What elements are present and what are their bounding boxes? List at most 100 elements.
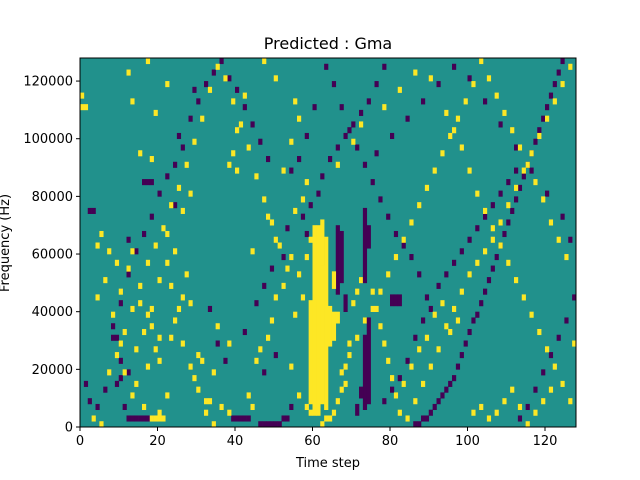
heatmap-cell-high	[246, 392, 251, 399]
heatmap-cell-low	[235, 415, 240, 422]
heatmap-cell-low	[242, 104, 247, 111]
heatmap-cell-high	[176, 184, 182, 191]
heatmap-cell-low	[548, 92, 554, 99]
heatmap-cell-high	[304, 254, 309, 261]
heatmap-cell-low	[355, 144, 360, 151]
heatmap-cell-high	[428, 363, 433, 370]
heatmap-cell-low	[300, 213, 306, 220]
heatmap-cell-low	[87, 207, 92, 214]
heatmap-cell-high	[467, 271, 472, 278]
heatmap-cell-high	[180, 294, 185, 301]
heatmap-cell-low	[149, 213, 154, 220]
heatmap-cell-high	[393, 392, 399, 399]
heatmap-cell-high	[223, 75, 228, 82]
y-axis-label: Frequency (Hz)	[0, 194, 13, 292]
heatmap-run-low	[397, 294, 402, 307]
y-tick-label: 40000	[32, 305, 73, 320]
heatmap-cell-high	[161, 225, 166, 232]
heatmap-cell-high	[134, 380, 139, 387]
heatmap-cell-high	[436, 346, 441, 353]
y-tick-label: 120000	[23, 75, 73, 90]
heatmap-cell-low	[242, 328, 247, 336]
heatmap-cell-low	[91, 207, 96, 214]
heatmap-cell-high	[448, 328, 453, 336]
heatmap-cell-low	[134, 415, 139, 422]
heatmap-cell-high	[444, 323, 449, 330]
heatmap-cell-high	[339, 386, 344, 393]
heatmap-cell-high	[188, 363, 193, 370]
heatmap-cell-high	[502, 109, 507, 116]
heatmap-cell-low	[219, 58, 224, 65]
heatmap-cell-high	[386, 357, 391, 364]
heatmap-cell-high	[455, 115, 461, 122]
heatmap-cell-low	[281, 254, 286, 261]
heatmap-cell-high	[138, 150, 143, 157]
heatmap-cell-high	[258, 346, 263, 353]
heatmap-cell-low	[452, 375, 457, 382]
heatmap-cell-low	[525, 403, 530, 411]
heatmap-cell-low	[289, 167, 294, 174]
heatmap-cell-high	[80, 92, 85, 99]
heatmap-cell-high	[525, 421, 530, 428]
heatmap-cell-low	[118, 300, 123, 307]
heatmap-cell-low	[479, 300, 484, 307]
heatmap-cell-high	[235, 167, 240, 174]
heatmap-cell-low	[521, 173, 526, 180]
heatmap-cell-low	[266, 156, 271, 163]
heatmap-cell-low	[114, 334, 120, 341]
heatmap-cell-high	[541, 196, 546, 203]
heatmap-cell-high	[130, 248, 135, 255]
heatmap-cell-low	[452, 259, 457, 266]
heatmap-cell-low	[428, 305, 433, 312]
heatmap-cell-high	[126, 69, 131, 76]
heatmap-cell-low	[510, 207, 515, 214]
heatmap-cell-low	[467, 236, 472, 243]
y-tick-label: 100000	[23, 132, 73, 147]
heatmap-cell-high	[157, 409, 162, 416]
heatmap-cell-low	[122, 403, 127, 411]
heatmap-cell-low	[351, 121, 356, 128]
heatmap-cell-low	[378, 196, 383, 203]
heatmap-cell-high	[149, 323, 154, 330]
heatmap-run-low	[362, 334, 368, 410]
heatmap-cell-high	[153, 346, 158, 353]
heatmap-cell-high	[343, 380, 348, 387]
heatmap-cell-high	[149, 156, 154, 163]
heatmap-cell-high	[188, 190, 193, 197]
heatmap-cell-low	[238, 415, 244, 422]
heatmap-cell-high	[262, 58, 267, 65]
heatmap-cell-high	[517, 144, 523, 151]
heatmap-cell-high	[510, 127, 515, 134]
heatmap-cell-low	[273, 352, 278, 359]
heatmap-cell-low	[285, 415, 290, 422]
heatmap-cell-low	[498, 121, 503, 128]
heatmap-cell-high	[304, 403, 309, 411]
heatmap-cell-low	[455, 363, 461, 370]
heatmap-cell-high	[397, 409, 402, 416]
heatmap-cell-high	[533, 409, 538, 416]
heatmap-cell-low	[448, 380, 453, 387]
heatmap-cell-high	[289, 138, 294, 145]
heatmap-cell-high	[382, 104, 387, 111]
heatmap-cell-high	[320, 421, 325, 428]
heatmap-cell-low	[386, 213, 391, 220]
heatmap-cell-high	[118, 288, 123, 295]
heatmap-cell-high	[417, 346, 422, 353]
heatmap-cell-high	[444, 109, 449, 116]
heatmap-cell-low	[552, 81, 557, 88]
heatmap-cell-high	[165, 81, 170, 88]
heatmap-cell-low	[483, 288, 488, 295]
heatmap-cell-high	[192, 375, 197, 382]
heatmap-cell-high	[347, 340, 352, 347]
heatmap-cell-low	[533, 386, 538, 393]
heatmap-cell-high	[424, 334, 430, 341]
heatmap-cell-high	[537, 132, 542, 140]
heatmap-cell-low	[444, 386, 449, 393]
heatmap-cell-high	[440, 300, 445, 307]
heatmap-cell-high	[374, 305, 379, 312]
y-axis-ticks: 0 20000 40000 60000 80000 100000 120000	[23, 75, 80, 436]
heatmap-cell-high	[157, 357, 162, 364]
heatmap-run-low	[390, 294, 395, 307]
heatmap-cell-high	[506, 202, 511, 209]
